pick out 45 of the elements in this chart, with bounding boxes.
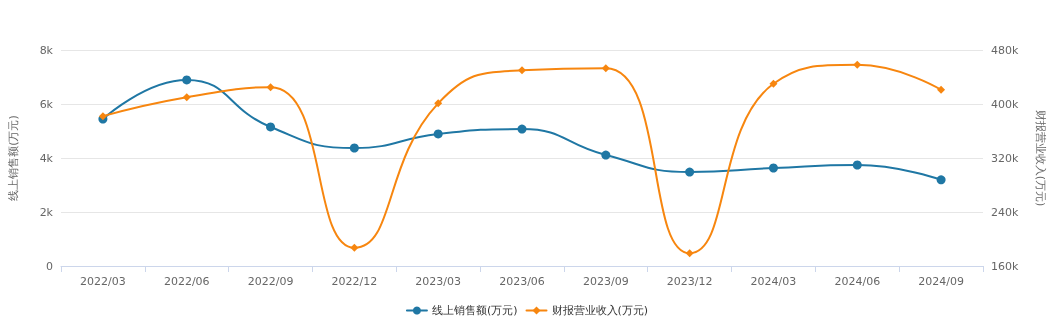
x-tick-label: 2022/12 (331, 275, 378, 288)
legend-label: 线上销售额(万元) (431, 304, 518, 317)
x-tick-label: 2023/09 (582, 275, 629, 288)
point (853, 60, 862, 69)
point (768, 163, 778, 173)
point (852, 160, 862, 170)
x-tick-label: 2022/03 (80, 275, 126, 288)
y-tick-label: 4k (39, 151, 54, 165)
point (518, 66, 526, 75)
y-tick-label: 6k (39, 97, 54, 111)
x-tick-label: 2022/06 (163, 275, 210, 288)
y-axis-title: 线上销售额(万元) (7, 115, 20, 201)
x-tick-label: 2024/06 (834, 275, 881, 288)
point (937, 85, 946, 94)
x-tick-label: 2022/09 (247, 275, 294, 288)
x-tick-label: 2024/03 (750, 275, 797, 288)
point (266, 83, 275, 92)
x-tick-label: 2023/03 (415, 275, 462, 288)
y-tick-label: 8k (39, 43, 54, 57)
point (349, 143, 359, 153)
y-tick-label: 0 (46, 259, 53, 273)
y2-tick-label: 240k (991, 205, 1019, 219)
point (936, 175, 946, 185)
legend-label: 财报营业收入(万元) (551, 304, 649, 317)
x-tick-label: 2023/06 (499, 275, 545, 288)
y2-tick-label: 160k (991, 259, 1019, 273)
point (182, 75, 192, 85)
point (685, 167, 695, 177)
point (433, 129, 443, 139)
y2-axis-title: 财报营业收入(万元) (1034, 109, 1047, 207)
point (266, 122, 276, 132)
x-tick-label: 2023/12 (666, 275, 713, 288)
y-tick-label: 2k (39, 205, 54, 219)
point (350, 243, 359, 252)
point (517, 124, 527, 134)
point (182, 93, 191, 102)
point (601, 64, 610, 73)
y2-tick-label: 480k (991, 43, 1019, 57)
point (434, 99, 443, 108)
point (769, 79, 778, 88)
point (601, 150, 611, 160)
y2-tick-label: 320k (991, 151, 1019, 165)
y2-tick-label: 400k (991, 97, 1019, 111)
x-tick-label: 2024/09 (918, 275, 964, 288)
point (685, 249, 694, 258)
